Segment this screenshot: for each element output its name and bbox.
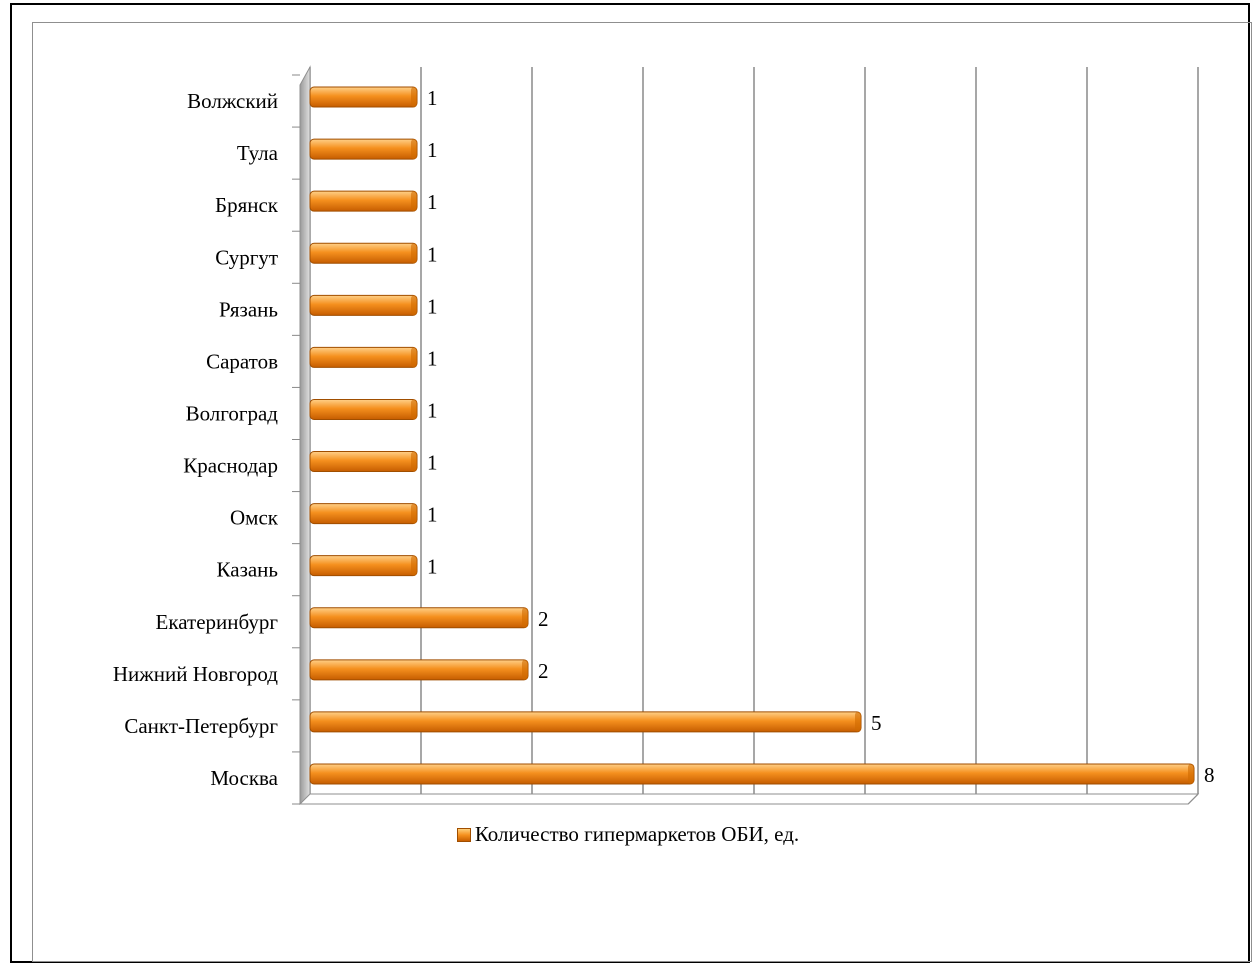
data-label: 1 — [427, 398, 438, 422]
bar-end-cap — [411, 243, 417, 264]
bar-Екатеринбург — [309, 607, 529, 629]
category-label: Казань — [217, 558, 278, 582]
bar-end-cap — [855, 711, 861, 732]
bar-body — [309, 346, 418, 368]
bar-end-cap — [411, 87, 417, 108]
category-label: Волжский — [187, 89, 278, 113]
bar-body — [309, 398, 418, 420]
data-label: 1 — [427, 242, 438, 266]
category-label: Краснодар — [183, 454, 278, 478]
bar-Волгоград — [309, 398, 418, 420]
bar-end-cap — [411, 399, 417, 420]
labels: Москва 8 Санкт-Петербург 5 Нижний Новгород 2 Е… — [113, 86, 1215, 790]
bar-end-cap — [411, 555, 417, 576]
category-label: Волгоград — [186, 401, 279, 425]
category-label: Тула — [237, 141, 279, 165]
bar-Тула — [309, 138, 418, 160]
bar-Казань — [309, 555, 418, 577]
bar-body — [309, 294, 418, 316]
category-label: Рязань — [219, 297, 278, 321]
bar-Нижний Новгород — [309, 659, 529, 681]
category-label: Сургут — [215, 245, 278, 269]
bar-Краснодар — [309, 451, 418, 473]
bar-end-cap — [411, 295, 417, 316]
bar-Москва — [309, 763, 1195, 785]
category-label: Нижний Новгород — [113, 662, 278, 686]
data-label: 2 — [538, 607, 549, 631]
bar-Саратов — [309, 346, 418, 368]
category-label: Москва — [210, 766, 278, 790]
bar-body — [309, 190, 418, 212]
bars — [309, 86, 1195, 785]
bar-Брянск — [309, 190, 418, 212]
bar-end-cap — [411, 347, 417, 368]
data-label: 1 — [427, 190, 438, 214]
data-label: 5 — [871, 711, 882, 735]
bar-body — [309, 659, 529, 681]
data-label: 1 — [427, 138, 438, 162]
bar-Рязань — [309, 294, 418, 316]
data-label: 8 — [1204, 763, 1215, 787]
legend-marker — [456, 828, 471, 842]
bar-end-cap — [411, 191, 417, 212]
category-label: Омск — [230, 506, 279, 530]
bar-end-cap — [522, 607, 528, 628]
bar-end-cap — [411, 503, 417, 524]
axes — [292, 65, 1200, 806]
bar-body — [309, 711, 862, 733]
bar-Волжский — [309, 86, 418, 108]
left-wall — [299, 65, 311, 806]
bar-end-cap — [1188, 763, 1194, 784]
bar-Сургут — [309, 242, 418, 264]
bar-body — [309, 242, 418, 264]
bar-end-cap — [411, 451, 417, 472]
bar-end-cap — [522, 659, 528, 680]
data-label: 1 — [427, 86, 438, 110]
bar-chart: Москва 8 Санкт-Петербург 5 Нижний Новгород 2 Е… — [113, 65, 1215, 806]
bar-Омск — [309, 503, 418, 525]
data-label: 1 — [427, 294, 438, 318]
category-label: Брянск — [215, 193, 279, 217]
bar-body — [309, 451, 418, 473]
legend-label: Количество гипермаркетов ОБИ, ед. — [474, 822, 800, 846]
category-label: Санкт-Петербург — [124, 714, 278, 738]
data-label: 1 — [427, 503, 438, 527]
legend: Количество гипермаркетов ОБИ, ед. — [0, 822, 1256, 847]
data-label: 2 — [538, 659, 549, 683]
grid-lines — [299, 67, 1199, 805]
bar-body — [309, 138, 418, 160]
bar-end-cap — [411, 139, 417, 160]
bar-body — [309, 607, 529, 629]
bar-body — [309, 86, 418, 108]
bar-body — [309, 555, 418, 577]
bar-Санкт-Петербург — [309, 711, 862, 733]
category-label: Екатеринбург — [156, 610, 279, 634]
floor — [298, 793, 1200, 805]
bar-body — [309, 763, 1195, 785]
bar-body — [309, 503, 418, 525]
data-label: 1 — [427, 346, 438, 370]
category-label: Саратов — [206, 349, 278, 373]
data-label: 1 — [427, 451, 438, 475]
data-label: 1 — [427, 555, 438, 579]
